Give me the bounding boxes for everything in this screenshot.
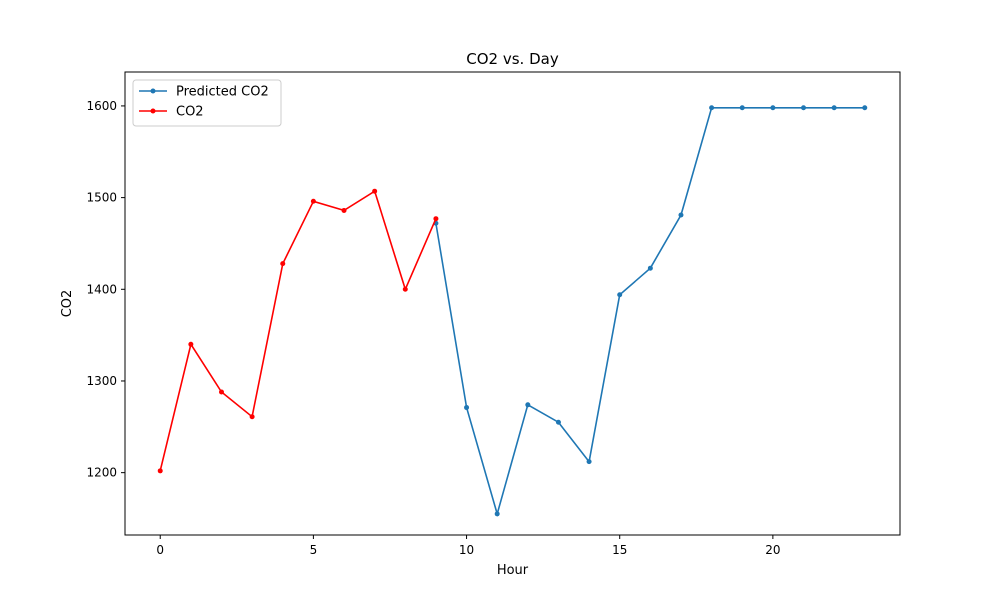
legend-label-co2: CO2 — [176, 105, 204, 120]
data-point-co2 — [372, 188, 378, 194]
legend-box — [132, 79, 282, 127]
plot-area-frame — [124, 71, 901, 536]
data-point-predicted-co2 — [617, 292, 623, 298]
data-point-predicted-co2 — [586, 459, 592, 465]
y-tick-label: 1500 — [86, 191, 117, 205]
legend-marker-predicted-co2 — [150, 88, 156, 94]
data-point-co2 — [157, 468, 163, 474]
x-tick-label: 0 — [156, 543, 164, 557]
data-point-predicted-co2 — [801, 105, 807, 111]
x-tick-label: 20 — [765, 543, 780, 557]
data-point-co2 — [218, 389, 224, 395]
x-axis: 0 5 10 15 20 — [156, 535, 781, 557]
y-tick-label: 1300 — [86, 374, 117, 388]
y-tick-label: 1200 — [86, 466, 117, 480]
x-tick-label: 5 — [310, 543, 318, 557]
data-point-predicted-co2 — [464, 405, 470, 411]
data-point-co2 — [402, 286, 408, 292]
data-point-co2 — [249, 414, 255, 420]
series-layer — [157, 105, 868, 517]
data-point-predicted-co2 — [555, 419, 561, 425]
x-axis-title: Hour — [497, 563, 529, 578]
legend-label-predicted-co2: Predicted CO2 — [176, 85, 269, 100]
data-point-predicted-co2 — [494, 511, 500, 517]
data-point-co2 — [341, 207, 347, 213]
data-point-co2 — [310, 198, 316, 204]
chart-title: CO2 vs. Day — [466, 50, 559, 68]
data-point-predicted-co2 — [709, 105, 715, 111]
data-point-predicted-co2 — [770, 105, 776, 111]
data-point-predicted-co2 — [525, 402, 531, 408]
legend-marker-co2 — [150, 108, 156, 114]
y-axis: 1200 1300 1400 1500 1600 — [86, 99, 125, 480]
series-line-co2 — [159, 189, 437, 471]
x-tick-label: 15 — [612, 543, 627, 557]
data-point-predicted-co2 — [647, 265, 653, 271]
data-point-predicted-co2 — [831, 105, 837, 111]
data-point-predicted-co2 — [739, 105, 745, 111]
data-point-co2 — [188, 341, 194, 347]
x-tick-label: 10 — [459, 543, 474, 557]
y-tick-label: 1400 — [86, 282, 117, 296]
data-point-co2 — [433, 216, 439, 222]
data-point-predicted-co2 — [862, 105, 868, 111]
y-axis-title: CO2 — [60, 290, 75, 318]
data-point-predicted-co2 — [678, 212, 684, 218]
data-point-co2 — [280, 261, 286, 267]
legend: Predicted CO2 CO2 — [132, 79, 282, 127]
y-tick-label: 1600 — [86, 99, 117, 113]
